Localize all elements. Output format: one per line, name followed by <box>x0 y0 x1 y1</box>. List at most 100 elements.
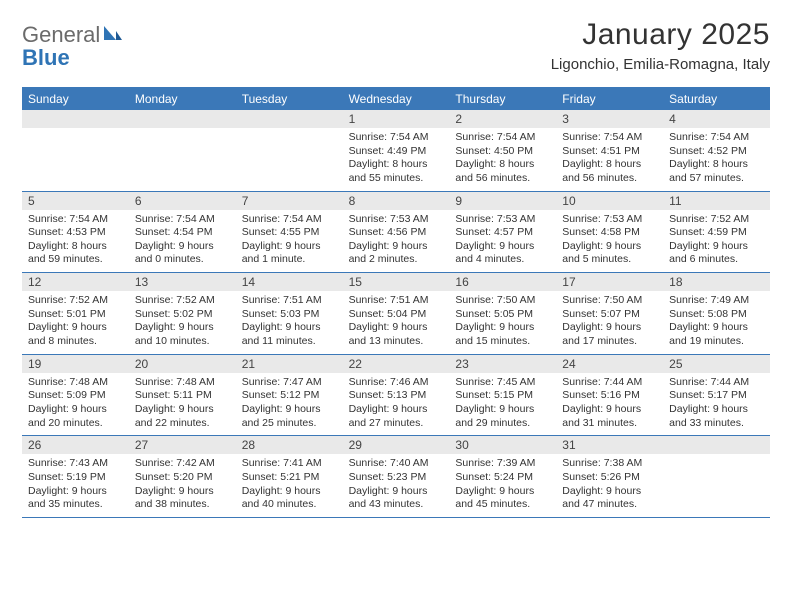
sunrise-text: Sunrise: 7:53 AM <box>562 213 657 227</box>
daynum-row: 12131415161718 <box>22 273 770 291</box>
day-number: 15 <box>343 273 450 291</box>
sunset-text: Sunset: 5:03 PM <box>242 308 337 322</box>
sunset-text: Sunset: 5:05 PM <box>455 308 550 322</box>
sunrise-text: Sunrise: 7:44 AM <box>669 376 764 390</box>
title-block: January 2025 Ligonchio, Emilia-Romagna, … <box>551 18 770 73</box>
day-detail: Sunrise: 7:53 AMSunset: 4:58 PMDaylight:… <box>556 210 663 273</box>
calendar: SundayMondayTuesdayWednesdayThursdayFrid… <box>22 87 770 518</box>
day-detail: Sunrise: 7:54 AMSunset: 4:55 PMDaylight:… <box>236 210 343 273</box>
week: 1234Sunrise: 7:54 AMSunset: 4:49 PMDayli… <box>22 110 770 192</box>
day-number: 29 <box>343 436 450 454</box>
day-detail: Sunrise: 7:54 AMSunset: 4:51 PMDaylight:… <box>556 128 663 191</box>
sunrise-text: Sunrise: 7:54 AM <box>28 213 123 227</box>
day-number: 25 <box>663 355 770 373</box>
daylight-text: Daylight: 9 hours and 11 minutes. <box>242 321 337 348</box>
daylight-text: Daylight: 9 hours and 27 minutes. <box>349 403 444 430</box>
day-number: 23 <box>449 355 556 373</box>
sunrise-text: Sunrise: 7:54 AM <box>669 131 764 145</box>
sunrise-text: Sunrise: 7:52 AM <box>28 294 123 308</box>
daylight-text: Daylight: 9 hours and 35 minutes. <box>28 485 123 512</box>
sunrise-text: Sunrise: 7:52 AM <box>669 213 764 227</box>
day-number: 8 <box>343 192 450 210</box>
sunset-text: Sunset: 5:08 PM <box>669 308 764 322</box>
sunset-text: Sunset: 5:21 PM <box>242 471 337 485</box>
day-number: 2 <box>449 110 556 128</box>
day-number <box>129 110 236 128</box>
sunrise-text: Sunrise: 7:53 AM <box>349 213 444 227</box>
sunset-text: Sunset: 5:16 PM <box>562 389 657 403</box>
day-detail: Sunrise: 7:45 AMSunset: 5:15 PMDaylight:… <box>449 373 556 436</box>
day-number: 22 <box>343 355 450 373</box>
sunset-text: Sunset: 4:52 PM <box>669 145 764 159</box>
sunrise-text: Sunrise: 7:44 AM <box>562 376 657 390</box>
month-title: January 2025 <box>551 18 770 52</box>
sunset-text: Sunset: 5:15 PM <box>455 389 550 403</box>
header: General Blue January 2025 Ligonchio, Emi… <box>22 18 770 73</box>
day-number: 30 <box>449 436 556 454</box>
logo-sail-icon <box>102 24 122 47</box>
sunset-text: Sunset: 5:23 PM <box>349 471 444 485</box>
daylight-text: Daylight: 9 hours and 20 minutes. <box>28 403 123 430</box>
sunset-text: Sunset: 5:26 PM <box>562 471 657 485</box>
day-detail: Sunrise: 7:52 AMSunset: 5:02 PMDaylight:… <box>129 291 236 354</box>
day-number: 27 <box>129 436 236 454</box>
daylight-text: Daylight: 9 hours and 17 minutes. <box>562 321 657 348</box>
day-detail <box>129 128 236 191</box>
sunset-text: Sunset: 5:11 PM <box>135 389 230 403</box>
sunrise-text: Sunrise: 7:45 AM <box>455 376 550 390</box>
week: 567891011 Sunrise: 7:54 AMSunset: 4:53 PM… <box>22 192 770 274</box>
sunset-text: Sunset: 4:59 PM <box>669 226 764 240</box>
day-detail: Sunrise: 7:53 AMSunset: 4:56 PMDaylight:… <box>343 210 450 273</box>
day-number: 13 <box>129 273 236 291</box>
daylight-text: Daylight: 9 hours and 4 minutes. <box>455 240 550 267</box>
day-detail: Sunrise: 7:54 AMSunset: 4:54 PMDaylight:… <box>129 210 236 273</box>
day-detail: Sunrise: 7:51 AMSunset: 5:04 PMDaylight:… <box>343 291 450 354</box>
sunset-text: Sunset: 5:02 PM <box>135 308 230 322</box>
logo-general: General <box>22 22 100 47</box>
daynum-row: 567891011 <box>22 192 770 210</box>
daylight-text: Daylight: 9 hours and 1 minute. <box>242 240 337 267</box>
sunset-text: Sunset: 5:01 PM <box>28 308 123 322</box>
sunset-text: Sunset: 5:20 PM <box>135 471 230 485</box>
day-number <box>22 110 129 128</box>
daylight-text: Daylight: 8 hours and 56 minutes. <box>562 158 657 185</box>
sunrise-text: Sunrise: 7:50 AM <box>455 294 550 308</box>
sunset-text: Sunset: 5:19 PM <box>28 471 123 485</box>
sunrise-text: Sunrise: 7:54 AM <box>455 131 550 145</box>
day-number <box>663 436 770 454</box>
day-number: 5 <box>22 192 129 210</box>
sunrise-text: Sunrise: 7:53 AM <box>455 213 550 227</box>
daylight-text: Daylight: 9 hours and 6 minutes. <box>669 240 764 267</box>
day-number: 31 <box>556 436 663 454</box>
day-number: 14 <box>236 273 343 291</box>
sunset-text: Sunset: 4:54 PM <box>135 226 230 240</box>
sunset-text: Sunset: 5:12 PM <box>242 389 337 403</box>
day-detail <box>663 454 770 517</box>
logo: General Blue <box>22 18 122 70</box>
day-number: 19 <box>22 355 129 373</box>
day-number: 10 <box>556 192 663 210</box>
details-row: Sunrise: 7:54 AMSunset: 4:49 PMDaylight:… <box>22 128 770 191</box>
daylight-text: Daylight: 9 hours and 19 minutes. <box>669 321 764 348</box>
sunrise-text: Sunrise: 7:39 AM <box>455 457 550 471</box>
sunset-text: Sunset: 5:07 PM <box>562 308 657 322</box>
day-number: 9 <box>449 192 556 210</box>
daylight-text: Daylight: 9 hours and 33 minutes. <box>669 403 764 430</box>
day-detail: Sunrise: 7:48 AMSunset: 5:09 PMDaylight:… <box>22 373 129 436</box>
sunset-text: Sunset: 4:56 PM <box>349 226 444 240</box>
dow-cell: Thursday <box>449 89 556 110</box>
day-detail: Sunrise: 7:48 AMSunset: 5:11 PMDaylight:… <box>129 373 236 436</box>
sunrise-text: Sunrise: 7:48 AM <box>135 376 230 390</box>
details-row: Sunrise: 7:48 AMSunset: 5:09 PMDaylight:… <box>22 373 770 436</box>
daynum-row: 1234 <box>22 110 770 128</box>
sunset-text: Sunset: 5:09 PM <box>28 389 123 403</box>
sunset-text: Sunset: 4:53 PM <box>28 226 123 240</box>
sunrise-text: Sunrise: 7:41 AM <box>242 457 337 471</box>
day-number <box>236 110 343 128</box>
sunset-text: Sunset: 5:13 PM <box>349 389 444 403</box>
logo-blue: Blue <box>22 45 70 70</box>
day-detail: Sunrise: 7:41 AMSunset: 5:21 PMDaylight:… <box>236 454 343 517</box>
day-number: 3 <box>556 110 663 128</box>
day-detail <box>22 128 129 191</box>
day-detail: Sunrise: 7:43 AMSunset: 5:19 PMDaylight:… <box>22 454 129 517</box>
